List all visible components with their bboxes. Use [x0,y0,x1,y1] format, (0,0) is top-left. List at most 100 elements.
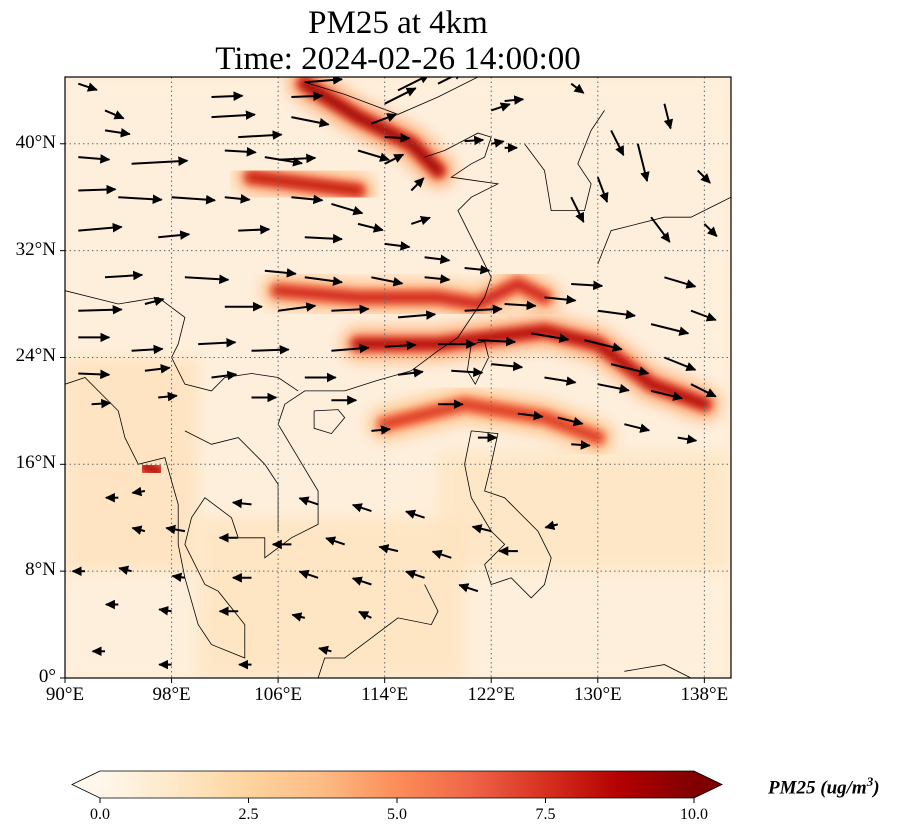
wind-arrow [405,569,425,579]
wind-arrow [690,309,717,322]
y-tick-label: 8°N [25,559,56,581]
wind-arrow [597,309,636,320]
wind-arrow [278,153,317,164]
wind-arrow [351,576,372,586]
wind-arrow [357,222,384,233]
wind-arrow [491,138,505,148]
wind-arrow [490,102,511,112]
wind-arrow [610,129,625,157]
colorbar [71,770,723,803]
wind-arrow [291,612,306,622]
wind-arrow [431,549,452,559]
wind-arrow [331,202,364,216]
x-tick-label: 90°E [45,684,85,705]
wind-arrow [291,194,324,205]
wind-arrow [304,233,343,244]
wind-arrow [504,300,537,311]
wind-arrow [477,336,517,347]
colorbar-extend-high [694,771,722,798]
y-tick-label: 40°N [15,131,56,153]
wind-arrow [264,268,297,278]
wind-arrow [410,177,425,192]
wind-arrow [104,270,144,281]
wind-arrow [251,345,290,355]
colorbar-tick-label: 7.5 [535,806,556,823]
wind-arrow [384,340,417,351]
plume-south-china-sea-plume [380,400,602,442]
wind-arrow [131,525,146,535]
colorbar-tick-label: 2.5 [238,806,259,823]
wind-arrow [663,103,674,130]
wind-arrow [118,565,132,575]
wind-arrow [211,110,256,120]
wind-arrow [231,498,252,509]
wind-arrow [357,149,390,162]
field-region [437,450,731,572]
coastline [624,664,692,678]
colorbar-title-main: PM25 (ug/m [768,777,867,799]
wind-arrow [371,113,398,125]
wind-arrow [351,503,372,513]
wind-arrow [78,222,123,233]
wind-vectors [71,77,718,670]
wind-arrow [304,77,343,85]
wind-arrow [158,605,172,616]
chart-title-line1: PM25 at 4km [308,5,488,41]
wind-arrow [504,95,525,105]
chart-title-line2: Time: 2024-02-26 14:00:00 [215,41,581,77]
wind-arrow [358,610,372,621]
wind-arrow [384,241,411,251]
colorbar-tick-label: 10.0 [680,806,708,823]
wind-arrow [304,276,343,286]
wind-arrow [544,520,559,530]
wind-arrow [424,254,451,265]
wind-arrow [384,87,417,105]
x-tick-label: 138°E [680,684,729,705]
wind-arrow [158,230,191,240]
wind-arrow [144,296,165,307]
wind-arrow [610,363,650,376]
wind-arrow [277,302,317,312]
wind-arrow [624,423,651,433]
wind-arrow [291,91,324,101]
wind-arrow [664,276,697,289]
coastline [313,409,346,435]
wind-arrow [371,425,391,435]
wind-arrow [158,391,178,402]
wind-arrow [596,176,609,203]
wind-arrow [650,389,684,401]
wind-arrow [650,323,690,336]
wind-arrow [78,184,117,195]
wind-arrow [531,332,570,343]
wind-arrow [451,367,484,377]
wind-arrow [491,361,524,372]
wind-arrow [318,645,332,656]
wind-arrow [597,383,630,394]
wind-arrow [184,274,230,285]
coastline [65,290,299,392]
coastline [597,143,731,265]
x-tick-label: 98°E [152,684,191,705]
wind-arrow [464,304,503,315]
colorbar-tick-label: 0.0 [90,806,110,823]
colorbar-title: PM25 (ug/m3) [768,774,880,799]
x-tick-label: 106°E [254,684,302,705]
wind-arrow [224,194,251,204]
wind-arrow [458,583,479,593]
x-tick-label: 114°E [361,684,409,705]
coastline [524,110,605,211]
plume-inner-plume-38n [247,173,362,195]
coastline [304,77,479,115]
wind-arrow [91,398,112,409]
y-tick-label: 32°N [15,238,56,260]
axis-ticks [60,143,705,683]
wind-arrow [131,486,146,497]
wind-arrow [104,128,131,138]
wind-arrow [517,410,544,421]
wind-arrow [331,343,370,354]
wind-arrow [144,364,171,374]
wind-arrow [224,146,257,157]
wind-arrow [571,440,591,450]
wind-arrow [371,276,404,287]
